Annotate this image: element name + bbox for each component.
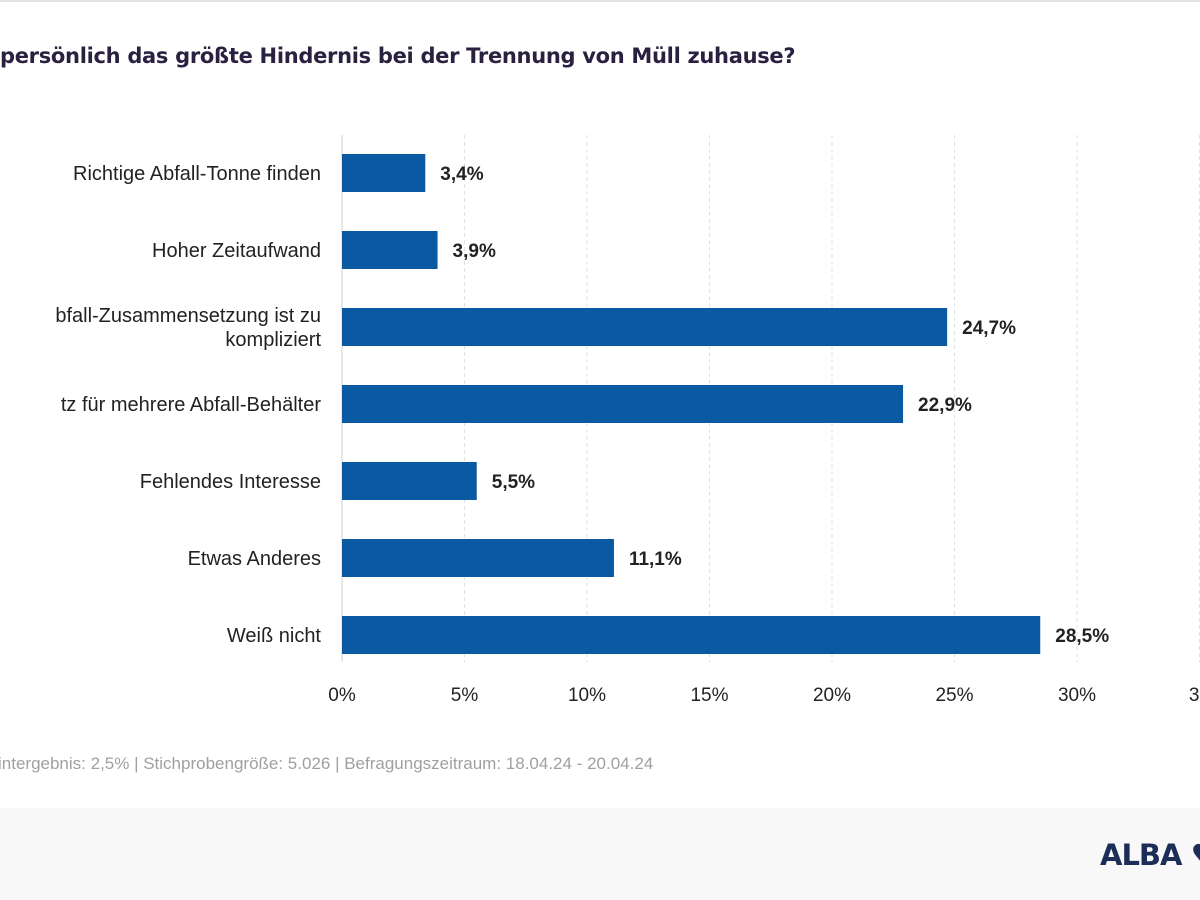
top-divider — [0, 0, 1200, 2]
data-label: 5,5% — [492, 472, 535, 493]
x-tick-label: 0% — [328, 685, 356, 706]
x-tick-label: 20% — [813, 685, 851, 706]
bar — [342, 539, 614, 577]
category-label: Hoher Zeitaufwand — [152, 240, 321, 262]
bar — [342, 616, 1041, 654]
x-tick-label: 10% — [568, 685, 606, 706]
data-label: 3,9% — [453, 241, 496, 262]
category-label: Weiß nicht — [227, 625, 322, 647]
category-label: Richtige Abfall-Tonne finden — [73, 163, 321, 185]
footnote: intergebnis: 2,5% | Stichprobengröße: 5.… — [0, 754, 654, 773]
alba-logo: ALBA ♥ — [1100, 838, 1200, 872]
x-tick-label: 35 — [1189, 685, 1200, 706]
data-label: 22,9% — [918, 395, 972, 416]
bar — [342, 231, 438, 269]
data-label: 28,5% — [1055, 626, 1109, 647]
data-label: 3,4% — [440, 164, 483, 185]
bar — [342, 154, 426, 192]
bar — [342, 308, 948, 346]
chart-title: persönlich das größte Hindernis bei der … — [0, 44, 796, 68]
category-label: Fehlendes Interesse — [140, 471, 321, 493]
bar — [342, 385, 904, 423]
bar-chart: 0% 5% 10% 15% 20% 25% 30% 35 3,4% Richtige Abfall… — [55, 135, 1200, 706]
category-label: Etwas Anderes — [188, 548, 321, 570]
data-label: 11,1% — [629, 549, 682, 570]
category-label: tz für mehrere Abfall-Behälter — [61, 394, 321, 416]
footer-band — [0, 808, 1200, 900]
x-tick-label: 15% — [690, 685, 728, 706]
x-tick-label: 5% — [451, 685, 479, 706]
x-tick-label: 30% — [1058, 685, 1096, 706]
bar — [342, 462, 477, 500]
category-label: bfall-Zusammensetzung ist zu kompliziert — [55, 305, 321, 351]
data-label: 24,7% — [962, 318, 1016, 339]
x-tick-label: 25% — [935, 685, 973, 706]
